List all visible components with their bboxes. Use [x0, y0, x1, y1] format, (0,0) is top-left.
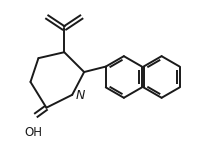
Text: OH: OH: [24, 126, 42, 139]
Text: N: N: [75, 89, 85, 102]
